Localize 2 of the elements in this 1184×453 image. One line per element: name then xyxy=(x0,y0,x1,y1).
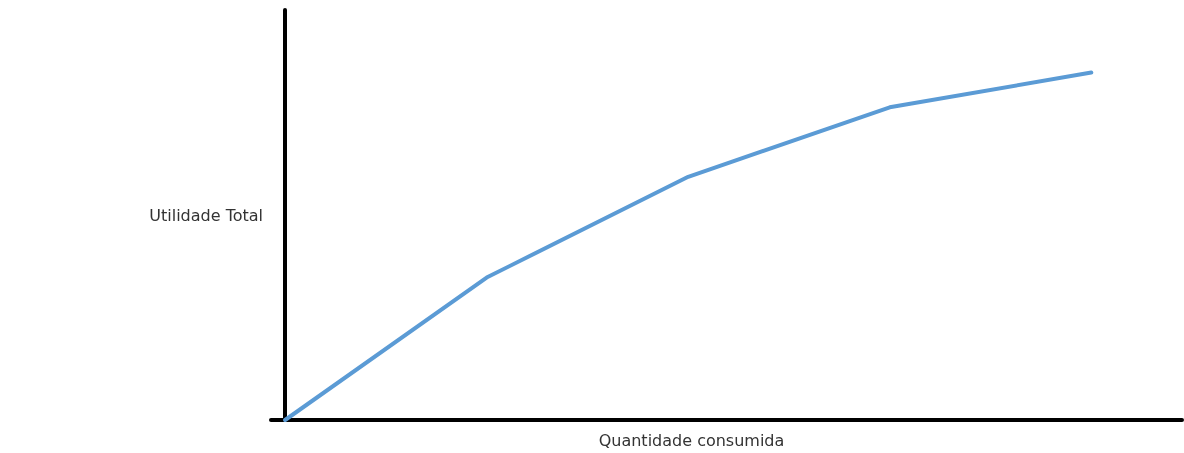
x-axis-title: Quantidade consumida xyxy=(598,430,785,450)
y-axis-title: Utilidade Total xyxy=(149,205,263,225)
